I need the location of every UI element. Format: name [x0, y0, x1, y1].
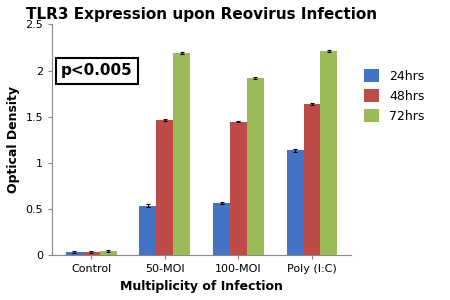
Legend: 24hrs, 48hrs, 72hrs: 24hrs, 48hrs, 72hrs [360, 65, 428, 126]
Bar [173, 53, 190, 256]
Text: p<0.005: p<0.005 [61, 63, 133, 78]
Bar [320, 51, 338, 256]
Bar [230, 122, 247, 256]
Bar [66, 252, 83, 256]
Bar [140, 206, 157, 256]
Bar [83, 252, 100, 256]
Bar [287, 150, 304, 256]
X-axis label: Multiplicity of Infection: Multiplicity of Infection [120, 280, 283, 293]
Y-axis label: Optical Density: Optical Density [7, 86, 20, 194]
Bar [304, 104, 320, 256]
Bar [157, 120, 173, 256]
Title: TLR3 Expression upon Reovirus Infection: TLR3 Expression upon Reovirus Infection [26, 7, 377, 22]
Bar [213, 203, 230, 256]
Bar [247, 78, 264, 256]
Bar [100, 251, 117, 256]
